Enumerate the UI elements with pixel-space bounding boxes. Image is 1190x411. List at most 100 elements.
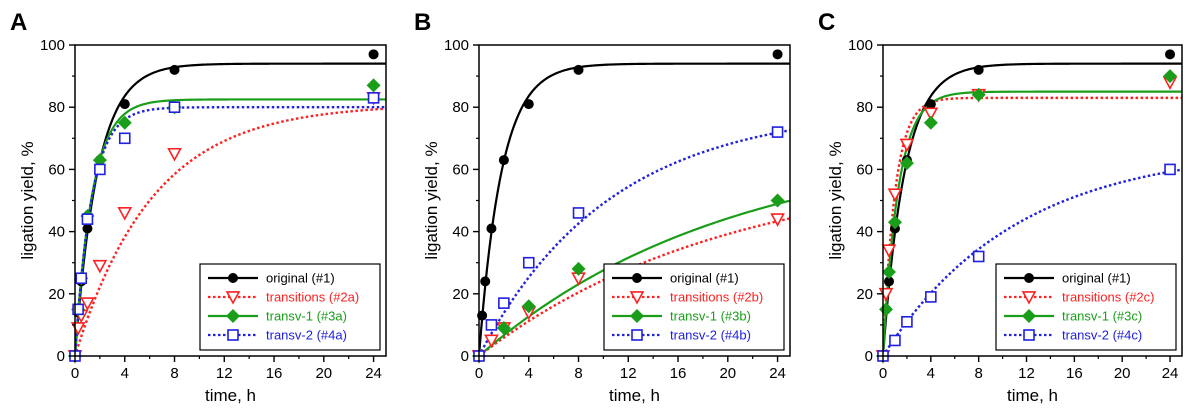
data-point — [367, 92, 380, 104]
legend-marker — [632, 273, 642, 283]
x-tick-label: 12 — [1018, 365, 1035, 382]
data-point — [573, 64, 584, 75]
x-axis-title: time, h — [205, 386, 256, 405]
y-axis-title: ligation yield, % — [826, 141, 845, 259]
data-point — [368, 49, 379, 60]
data-point — [925, 99, 936, 110]
data-point — [770, 193, 785, 208]
x-tick-label: 24 — [769, 365, 786, 382]
legend-marker — [630, 309, 644, 323]
y-tick-label: 80 — [856, 99, 873, 116]
y-tick-label: 40 — [856, 224, 873, 241]
x-tick-label: 0 — [475, 365, 483, 382]
legend-entry: transv-1 (#3b) — [670, 309, 751, 324]
data-point — [881, 244, 897, 258]
x-tick-label: 0 — [71, 365, 79, 382]
x-tick-label: 8 — [975, 365, 983, 382]
y-tick-label: 100 — [848, 37, 873, 54]
data-point — [92, 153, 107, 168]
y-tick-label: 60 — [856, 161, 873, 178]
data-point — [485, 319, 498, 331]
data-point — [972, 250, 985, 263]
data-point — [484, 334, 499, 349]
legend-entry: transitions (#2b) — [670, 290, 763, 305]
y-tick-label: 60 — [452, 161, 469, 178]
data-point — [1164, 163, 1176, 176]
chart-panel-c: C 0 4 8 12 16 20 24 0 20 40 60 80 100 time, h ligation … — [818, 9, 1183, 405]
data-point — [498, 297, 510, 309]
y-tick-label: 60 — [48, 161, 65, 178]
legend-entry: transv-2 (#4c) — [1062, 328, 1142, 343]
x-tick-label: 4 — [927, 365, 935, 382]
data-point — [94, 163, 106, 176]
y-axis-title: ligation yield, % — [18, 141, 37, 259]
data-point — [973, 64, 984, 75]
legend-marker — [631, 329, 643, 341]
data-point — [498, 155, 509, 166]
legend-marker — [228, 273, 238, 283]
y-axis-title: ligation yield, % — [422, 141, 441, 259]
legend: original (#1) transitions (#2a) transv-1 (… — [199, 263, 381, 351]
data-point — [1165, 49, 1176, 60]
legend-entry: original (#1) — [1062, 271, 1131, 286]
x-tick-label: 4 — [121, 365, 129, 382]
x-tick-label: 8 — [574, 365, 582, 382]
legend-entry: transv-1 (#3a) — [266, 309, 347, 324]
legend: original (#1) transitions (#2b) transv-1 (… — [603, 263, 785, 351]
y-tick-label: 100 — [40, 37, 65, 54]
data-point — [486, 223, 497, 234]
data-point — [571, 261, 586, 276]
legend-entry: transv-2 (#4b) — [670, 328, 751, 343]
panel-label: C — [818, 9, 835, 36]
data-point — [75, 272, 88, 285]
data-point — [887, 188, 903, 202]
data-point — [878, 302, 893, 317]
fit-curve-2 — [75, 107, 386, 356]
data-point — [81, 213, 94, 225]
y-tick-label: 20 — [856, 286, 873, 303]
fit-curve-4 — [479, 129, 790, 356]
data-point — [772, 49, 783, 60]
legend-entry: original (#1) — [670, 271, 739, 286]
legend-marker — [226, 309, 240, 323]
data-point — [117, 115, 132, 130]
x-axis-title: time, h — [1007, 386, 1058, 405]
x-tick-label: 8 — [170, 365, 178, 382]
chart-panel-b: B 0 4 8 12 16 20 24 0 20 40 60 80 100 time, h ligation … — [414, 9, 791, 405]
data-point — [366, 78, 381, 93]
data-point — [889, 334, 901, 347]
data-point — [167, 147, 182, 162]
y-tick-label: 80 — [48, 99, 65, 116]
data-point — [522, 256, 535, 269]
legend-marker — [1024, 273, 1034, 283]
data-point — [881, 265, 896, 280]
x-tick-label: 20 — [315, 365, 332, 382]
fit-curve-3 — [75, 98, 386, 356]
data-point — [971, 87, 986, 102]
fit-curve-4 — [883, 168, 1182, 356]
y-tick-label: 80 — [452, 99, 469, 116]
x-tick-label: 12 — [216, 365, 233, 382]
data-point — [82, 223, 93, 234]
data-point — [80, 297, 95, 311]
legend-entry: transitions (#2c) — [1062, 290, 1154, 305]
data-point — [119, 99, 130, 110]
x-tick-label: 24 — [1162, 365, 1179, 382]
legend-entry: transitions (#2a) — [266, 290, 359, 305]
legend-marker — [1023, 329, 1035, 341]
data-point — [899, 138, 915, 153]
x-tick-label: 20 — [719, 365, 736, 382]
data-point — [771, 126, 784, 138]
data-point — [92, 259, 108, 274]
data-point — [923, 107, 939, 122]
x-tick-label: 20 — [1114, 365, 1131, 382]
x-tick-label: 16 — [266, 365, 283, 382]
data-point — [480, 276, 491, 287]
y-tick-label: 0 — [865, 348, 873, 365]
fit-curve-1 — [479, 62, 790, 356]
y-tick-label: 0 — [461, 348, 469, 365]
data-point — [72, 303, 84, 316]
fit-curve-4 — [75, 106, 386, 356]
data-point — [883, 276, 894, 287]
